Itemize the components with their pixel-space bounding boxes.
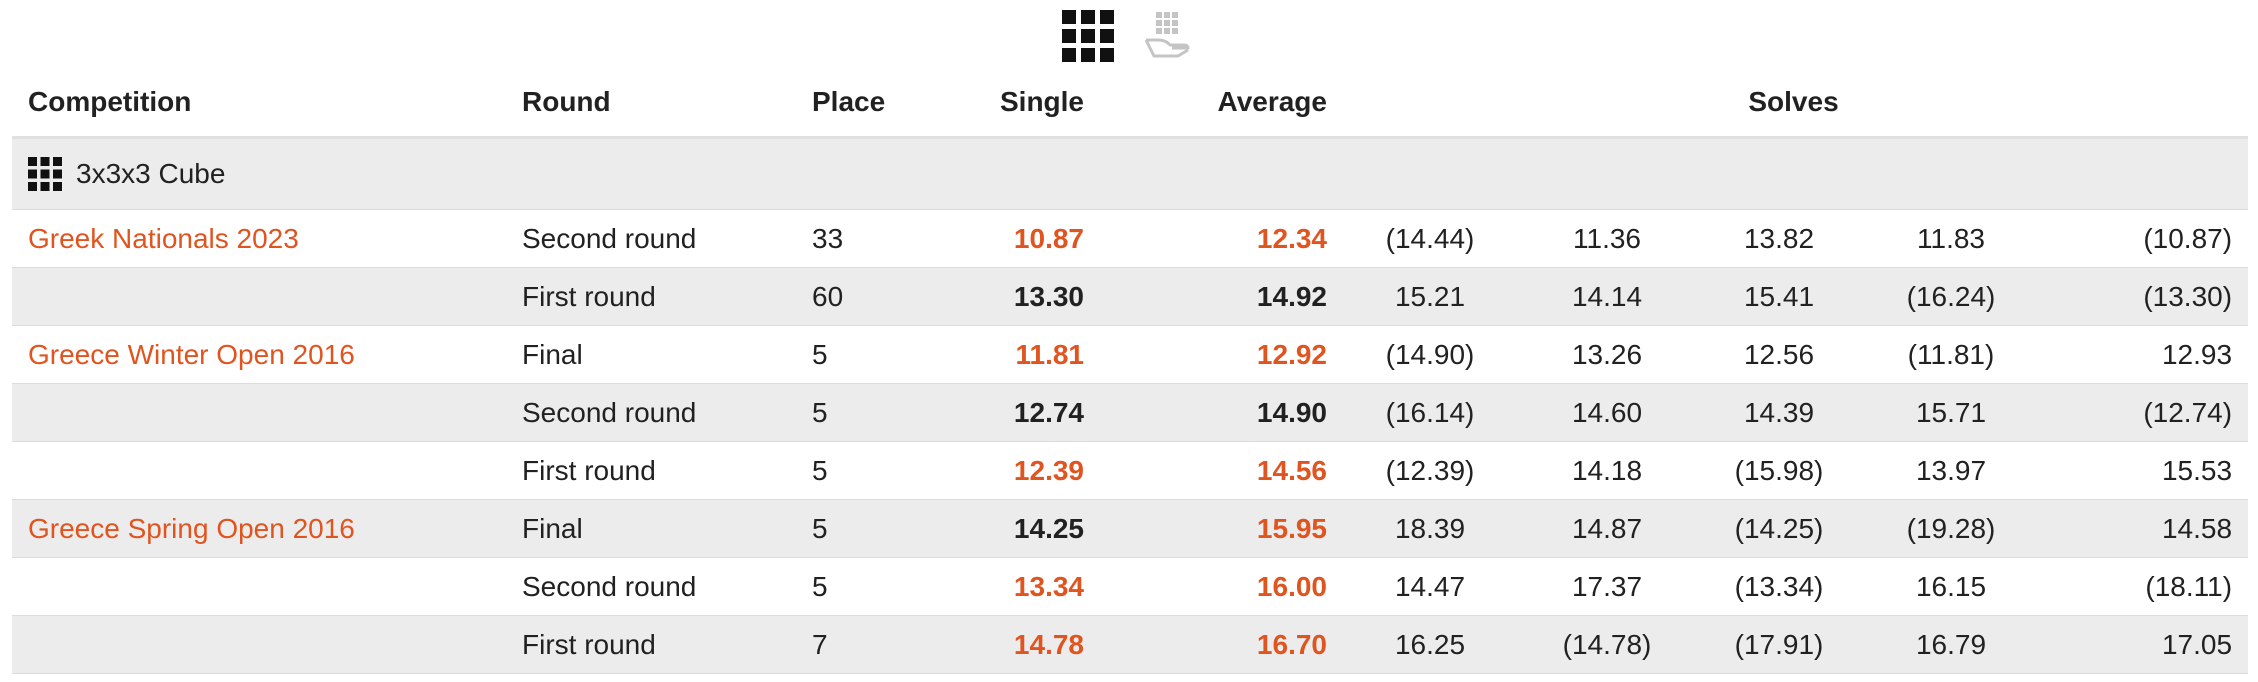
average-cell: 14.56 xyxy=(1256,454,1327,486)
table-row: First round 60 13.30 14.92 15.21 14.14 15.41 (1… xyxy=(12,267,2249,326)
solve-cell: (16.24) xyxy=(1906,280,1996,312)
header-row: Competition Round Place Single Average S… xyxy=(12,68,2249,139)
solve-cell: (11.81) xyxy=(1907,338,1995,370)
solve-cell: (12.74) xyxy=(2143,396,2233,428)
table-row: Greece Spring Open 2016 Final 5 14.25 15.95 1… xyxy=(12,499,2249,558)
results-table: Competition Round Place Single Average S… xyxy=(12,68,2249,674)
single-cell: 14.78 xyxy=(1013,628,1084,660)
round-cell: Final xyxy=(522,512,583,544)
header-competition: Competition xyxy=(12,68,506,139)
single-cell: 11.81 xyxy=(1015,338,1084,370)
single-cell: 12.39 xyxy=(1013,454,1084,486)
solve-cell: (12.39) xyxy=(1385,454,1475,486)
solve-cell: 15.21 xyxy=(1394,280,1466,312)
solve-cell: (13.34) xyxy=(1734,570,1824,602)
event-row: 3x3x3 Cube xyxy=(12,137,2249,210)
round-cell: Final xyxy=(522,338,583,370)
place-cell: 5 xyxy=(812,454,828,486)
solve-cell: (15.98) xyxy=(1734,454,1824,486)
single-cell: 12.74 xyxy=(1013,396,1084,428)
solve-cell: 14.60 xyxy=(1571,396,1643,428)
place-cell: 33 xyxy=(812,222,844,254)
solve-cell: 15.41 xyxy=(1743,280,1815,312)
solve-cell: 17.37 xyxy=(1571,570,1643,602)
average-cell: 15.95 xyxy=(1256,512,1327,544)
table-row: Second round 5 13.34 16.00 14.47 17.37 (13.34)… xyxy=(12,557,2249,616)
solve-cell: 17.05 xyxy=(2161,628,2233,660)
view-toggle xyxy=(1062,10,1190,62)
solve-cell: 14.39 xyxy=(1743,396,1815,428)
solve-cell: 16.79 xyxy=(1915,628,1987,660)
average-cell: 12.34 xyxy=(1256,222,1327,254)
place-cell: 5 xyxy=(812,570,828,602)
grid-hand-icon xyxy=(1144,12,1190,58)
grid-view-button[interactable] xyxy=(1062,10,1114,62)
grid-icon xyxy=(28,157,62,191)
round-cell: Second round xyxy=(522,570,697,602)
solve-cell: (17.91) xyxy=(1734,628,1824,660)
solve-cell: (14.78) xyxy=(1562,628,1652,660)
hand-grid-view-button[interactable] xyxy=(1144,12,1190,60)
average-cell: 16.00 xyxy=(1256,570,1327,602)
average-cell: 12.92 xyxy=(1256,338,1327,370)
solve-cell: 13.26 xyxy=(1571,338,1643,370)
event-name: 3x3x3 Cube xyxy=(76,158,226,189)
solve-cell: (14.44) xyxy=(1385,222,1475,254)
solve-cell: 16.25 xyxy=(1394,628,1466,660)
table-row: First round 5 12.39 14.56 (12.39) 14.18 (15.98… xyxy=(12,441,2249,500)
solve-cell: (14.25) xyxy=(1734,512,1824,544)
average-cell: 16.70 xyxy=(1256,628,1327,660)
solve-cell: 11.36 xyxy=(1573,222,1641,254)
solve-cell: 15.71 xyxy=(1915,396,1987,428)
round-cell: First round xyxy=(522,454,656,486)
round-cell: Second round xyxy=(522,396,697,428)
competition-link[interactable]: Greek Nationals 2023 xyxy=(28,222,299,254)
table-row: Greece Winter Open 2016 Final 5 11.81 12.92 (… xyxy=(12,325,2249,384)
solve-cell: 14.18 xyxy=(1571,454,1643,486)
average-cell: 14.90 xyxy=(1256,396,1327,428)
solve-cell: 12.56 xyxy=(1743,338,1815,370)
solve-cell: 13.82 xyxy=(1743,222,1815,254)
solve-cell: 15.53 xyxy=(2161,454,2233,486)
solve-cell: (19.28) xyxy=(1906,512,1996,544)
single-cell: 13.30 xyxy=(1013,280,1084,312)
place-cell: 7 xyxy=(812,628,828,660)
single-cell: 10.87 xyxy=(1013,222,1084,254)
table-row: Greek Nationals 2023 Second round 33 10.87 1… xyxy=(12,209,2249,268)
solve-cell: 14.14 xyxy=(1571,280,1643,312)
solve-cell: 14.47 xyxy=(1394,570,1466,602)
solve-cell: 13.97 xyxy=(1915,454,1987,486)
place-cell: 60 xyxy=(812,280,844,312)
header-single: Single xyxy=(960,68,1096,139)
place-cell: 5 xyxy=(812,512,828,544)
single-cell: 14.25 xyxy=(1013,512,1084,544)
round-cell: First round xyxy=(522,628,656,660)
solve-cell: (18.11) xyxy=(2145,570,2233,602)
table-row: First round 7 14.78 16.70 16.25 (14.78) (17.91… xyxy=(12,615,2249,674)
solve-cell: 11.83 xyxy=(1917,222,1985,254)
round-cell: Second round xyxy=(522,222,697,254)
solve-cell: 16.15 xyxy=(1915,570,1987,602)
header-solves: Solves xyxy=(1339,68,2249,139)
solve-cell: 18.39 xyxy=(1394,512,1466,544)
solve-cell: (14.90) xyxy=(1385,338,1475,370)
header-round: Round xyxy=(506,68,796,139)
header-average: Average xyxy=(1096,68,1339,139)
table-row: Second round 5 12.74 14.90 (16.14) 14.60 14.39… xyxy=(12,383,2249,442)
solve-cell: 14.58 xyxy=(2161,512,2233,544)
solve-cell: (16.14) xyxy=(1385,396,1475,428)
average-cell: 14.92 xyxy=(1256,280,1327,312)
round-cell: First round xyxy=(522,280,656,312)
place-cell: 5 xyxy=(812,396,828,428)
competition-link[interactable]: Greece Spring Open 2016 xyxy=(28,512,355,544)
solve-cell: 14.87 xyxy=(1571,512,1643,544)
competition-link[interactable]: Greece Winter Open 2016 xyxy=(28,338,355,370)
place-cell: 5 xyxy=(812,338,828,370)
solve-cell: (13.30) xyxy=(2143,280,2233,312)
solve-cell: (10.87) xyxy=(2143,222,2233,254)
single-cell: 13.34 xyxy=(1013,570,1084,602)
solve-cell: 12.93 xyxy=(2161,338,2233,370)
grid-icon xyxy=(1062,10,1114,62)
header-place: Place xyxy=(796,68,960,139)
